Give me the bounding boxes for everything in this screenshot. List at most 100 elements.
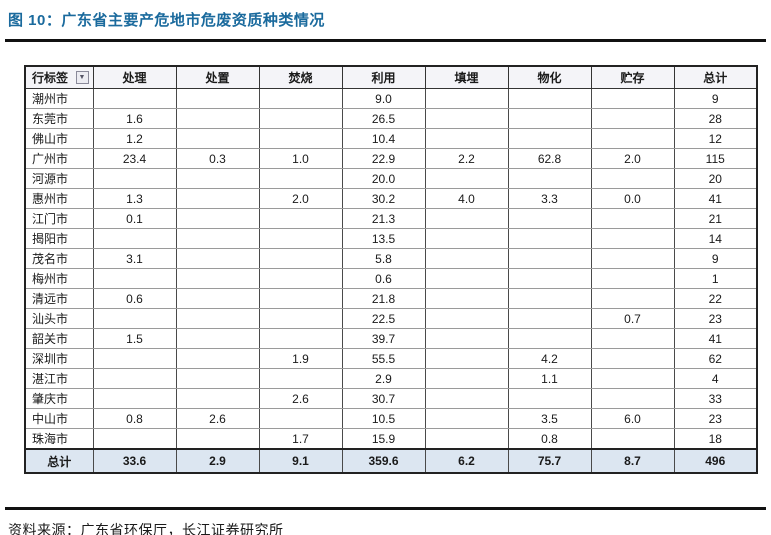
cell-value: 0.3 (175, 148, 260, 169)
cell-value (507, 248, 592, 269)
cell-value: 10.5 (341, 408, 426, 429)
cell-value: 13.5 (341, 228, 426, 249)
cell-value (175, 228, 260, 249)
cell-value: 21.3 (341, 208, 426, 229)
table-row: 河源市 20.0 20 (24, 168, 758, 189)
row-label: 佛山市 (24, 128, 94, 149)
cell-value (175, 188, 260, 209)
cell-value: 2.0 (590, 148, 675, 169)
table-row: 惠州市 1.3 2.0 30.2 4.0 3.3 0.0 41 (24, 188, 758, 209)
cell-value (590, 268, 675, 289)
cell-value: 23.4 (92, 148, 177, 169)
cell-value (424, 268, 509, 289)
cell-value (424, 88, 509, 109)
cell-value: 4 (673, 368, 758, 389)
row-labels-header-text: 行标签 (32, 71, 69, 85)
cell-value: 21 (673, 208, 758, 229)
cell-value (424, 408, 509, 429)
cell-value: 14 (673, 228, 758, 249)
cell-value (507, 228, 592, 249)
filter-dropdown-button[interactable]: ▼ (75, 71, 89, 84)
cell-value (424, 388, 509, 409)
cell-value: 5.8 (341, 248, 426, 269)
row-label: 湛江市 (24, 368, 94, 389)
cell-value (507, 168, 592, 189)
cell-value (590, 228, 675, 249)
cell-value (258, 248, 343, 269)
row-label: 广州市 (24, 148, 94, 169)
cell-value (92, 228, 177, 249)
cell-value (424, 428, 509, 450)
row-label: 肇庆市 (24, 388, 94, 409)
row-label: 揭阳市 (24, 228, 94, 249)
cell-value: 0.7 (590, 308, 675, 329)
cell-value (507, 288, 592, 309)
cell-value (175, 208, 260, 229)
cell-value (175, 288, 260, 309)
cell-value: 28 (673, 108, 758, 129)
table-row: 深圳市 1.9 55.5 4.2 62 (24, 348, 758, 369)
cell-value: 9 (673, 248, 758, 269)
cell-value (175, 428, 260, 450)
cell-value: 6.2 (424, 448, 509, 474)
cell-value (424, 308, 509, 329)
row-label: 茂名市 (24, 248, 94, 269)
pivot-table: 行标签 ▼ 处理 处置 焚烧 利用 填埋 物化 贮存 总计 潮州市 9.0 9 东莞市 1.6 26.5… (24, 65, 758, 474)
cell-value (92, 168, 177, 189)
cell-value (424, 168, 509, 189)
cell-value (590, 128, 675, 149)
cell-value: 22.9 (341, 148, 426, 169)
cell-value: 22 (673, 288, 758, 309)
table-row: 揭阳市 13.5 14 (24, 228, 758, 249)
cell-value (590, 388, 675, 409)
cell-value (258, 128, 343, 149)
cell-value: 30.7 (341, 388, 426, 409)
cell-value (590, 348, 675, 369)
cell-value (175, 128, 260, 149)
cell-value (258, 328, 343, 349)
cell-value: 115 (673, 148, 758, 169)
cell-value: 10.4 (341, 128, 426, 149)
cell-value (590, 328, 675, 349)
cell-value (507, 128, 592, 149)
cell-value (424, 128, 509, 149)
cell-value (507, 308, 592, 329)
column-header: 填埋 (424, 65, 509, 89)
grand-total-row: 总计 33.6 2.9 9.1 359.6 6.2 75.7 8.7 496 (24, 448, 758, 474)
cell-value (424, 288, 509, 309)
cell-value: 1.0 (258, 148, 343, 169)
cell-value (175, 308, 260, 329)
row-label: 惠州市 (24, 188, 94, 209)
table-row: 潮州市 9.0 9 (24, 88, 758, 109)
cell-value: 23 (673, 408, 758, 429)
cell-value: 2.2 (424, 148, 509, 169)
column-header: 处置 (175, 65, 260, 89)
cell-value (507, 208, 592, 229)
cell-value: 0.6 (92, 288, 177, 309)
column-header: 贮存 (590, 65, 675, 89)
cell-value: 4.2 (507, 348, 592, 369)
cell-value (175, 368, 260, 389)
cell-value (92, 268, 177, 289)
table-row: 韶关市 1.5 39.7 41 (24, 328, 758, 349)
cell-value: 1 (673, 268, 758, 289)
row-label: 韶关市 (24, 328, 94, 349)
cell-value (424, 328, 509, 349)
cell-value (258, 228, 343, 249)
cell-value (424, 228, 509, 249)
table-row: 梅州市 0.6 1 (24, 268, 758, 289)
cell-value (507, 388, 592, 409)
cell-value: 41 (673, 188, 758, 209)
cell-value (258, 308, 343, 329)
cell-value: 2.9 (341, 368, 426, 389)
cell-value (424, 348, 509, 369)
cell-value (258, 268, 343, 289)
table-row: 茂名市 3.1 5.8 9 (24, 248, 758, 269)
cell-value (92, 388, 177, 409)
cell-value (590, 368, 675, 389)
cell-value: 0.6 (341, 268, 426, 289)
cell-value: 1.9 (258, 348, 343, 369)
cell-value (175, 88, 260, 109)
cell-value: 22.5 (341, 308, 426, 329)
